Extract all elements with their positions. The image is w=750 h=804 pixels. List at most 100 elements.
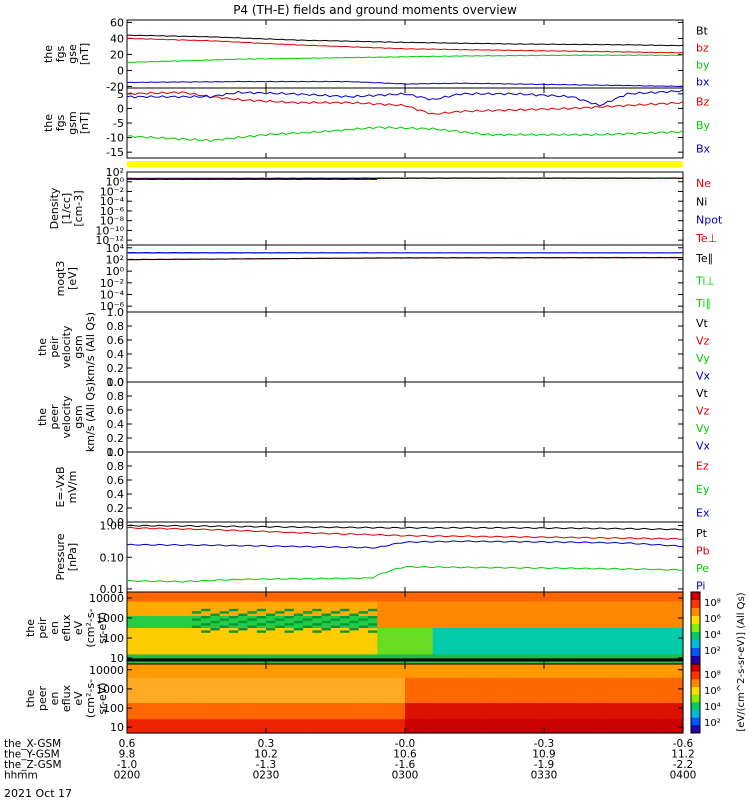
legend-density-Npot: Npot [696,214,723,227]
ytick-label: 10⁻² [100,277,124,290]
axis-frame-peer_vel [127,382,683,452]
xaxis-value: 0330 [531,770,558,782]
ytick-label: 10² [106,166,124,179]
panel-peir_en: 10100100010000thepeirenefluxeV(cm²-s-sr-… [24,592,684,665]
legend-density-Te⊥: Te⊥ [695,232,717,245]
legend-efield-Ex: Ex [696,506,710,519]
panel-peer_vel: 0.00.20.40.60.81.0thepeervelocitygsmkm/s… [36,376,711,459]
ytick-label: 60 [110,16,124,29]
legend-peer_vel-Vy: Vy [696,422,710,435]
axis-frame-temp [127,245,683,312]
heatmap-peir_en [127,592,684,665]
legend-pressure-Pi: Pi [696,579,705,592]
colorbar-tick: 10⁶ [704,686,721,697]
ytick-label: 20 [110,48,124,61]
axis-frame-fgs_gsm [127,88,683,158]
legend-density-Ne: Ne [696,177,711,190]
ytick-label: 0.2 [107,502,125,515]
ytick-label: 1.0 [107,376,125,389]
xaxis-value: 0200 [114,770,141,782]
legend-fgs-by: by [696,59,710,72]
ytick-label: 40 [110,32,124,45]
ytick-label: 1.0 [107,446,125,459]
ytick-label: 10000 [89,592,124,605]
ylabel-peer_en: thepeerenefluxeV(cm²-s-sr-eV) [24,679,109,718]
axis-frame-density [127,172,683,245]
legend-temp-Ti∥: Ti∥ [695,297,711,310]
ytick-label: 10 [110,721,124,734]
ytick-label: 0.4 [107,418,125,431]
ytick-label: 0.6 [107,334,125,347]
series-fgs-by [127,55,683,63]
ylabel-pressure: Pressure[nPa] [54,533,79,580]
ytick-label: 10² [106,253,124,266]
ytick-label: 0.8 [107,390,125,403]
legend-fgs_gsm-Bz: Bz [696,96,710,109]
legend-temp-Te∥: Te∥ [695,252,713,265]
colorbar-tick: 10⁴ [704,630,721,641]
panel-peir_vel: 0.00.20.40.60.81.0thepeirvelocitygsmkm/s… [36,306,711,389]
ylabel-peer_vel: thepeervelocitygsmkm/s (All Qs) [36,382,97,452]
legend-fgs-bz: bz [696,42,709,55]
plot-title: P4 (TH-E) fields and ground moments over… [233,3,517,17]
ytick-label: 0 [117,64,124,77]
series-fgs-Bt [127,35,683,46]
axis-frame-peir_vel [127,312,683,382]
ytick-label: 10⁰ [106,265,125,278]
ytick-label: 0.6 [107,474,125,487]
colorbar-tick: 10² [704,718,721,729]
legend-fgs-bx: bx [696,76,710,89]
heatmap-peer_en [127,664,684,734]
ytick-label: -5 [113,117,124,130]
ytick-label: -15 [106,146,124,159]
ytick-label: 0.8 [107,320,125,333]
colorbar-tick: 10² [704,646,721,657]
colorbar-label: [eV/(cm^2-s-sr-eV)] (All Qs) [736,592,747,731]
legend-peer_vel-Vt: Vt [696,387,709,400]
ylabel-fgs_gsm: thefgsgsm[nT] [42,111,91,134]
ytick-label: 1.0 [107,306,125,319]
legend-efield-Ey: Ey [696,483,710,496]
colorbar-tick: 10⁴ [704,702,721,713]
ytick-label: -10 [106,132,124,145]
ytick-label: 0.2 [107,362,125,375]
ytick-label: 0.8 [107,460,125,473]
xaxis-value: 0400 [670,770,697,782]
axis-frame-efield [127,452,683,522]
legend-peir_vel-Vx: Vx [696,369,711,382]
date-label: 2021 Oct 17 [4,787,72,800]
ylabel-temp: moqt3[eV] [54,261,79,297]
xaxis-row-label: hhmm [4,770,38,782]
legend-pressure-Pt: Pt [696,527,708,540]
legend-pressure-Pb: Pb [696,544,710,557]
ylabel-density: Density[1/cc][cm-3] [48,187,85,229]
series-fgs_gsm-By [127,127,683,142]
ytick-label: 0.2 [107,432,125,445]
series-temp-Te∥ [127,258,683,260]
xaxis-value: 0230 [253,770,280,782]
ytick-label: 0.6 [107,404,125,417]
ytick-label: 5 [117,88,124,101]
ylabel-fgs: thefgsgse[nT] [42,43,91,65]
ytick-label: 10⁻⁴ [100,288,125,301]
quality-flag-bar [127,161,683,167]
series-fgs-bz [127,38,683,53]
ylabel-efield: E=-VxBmV/m [54,466,79,507]
ytick-label: 10⁴ [106,242,125,255]
ytick-label: 0.4 [107,348,125,361]
legend-fgs_gsm-Bx: Bx [696,142,711,155]
xaxis-value: 0300 [392,770,419,782]
legend-efield-Ez: Ez [696,460,709,473]
ytick-label: 0.10 [100,551,125,564]
legend-pressure-Pe: Pe [696,562,709,575]
legend-temp-Ti⊥: Ti⊥ [695,275,715,288]
series-density-Ni [127,178,683,179]
legend-peir_vel-Vz: Vz [696,334,710,347]
legend-peer_vel-Vz: Vz [696,404,710,417]
colorbar-tick: 10⁶ [704,614,721,625]
legend-peer_vel-Vx: Vx [696,439,711,452]
